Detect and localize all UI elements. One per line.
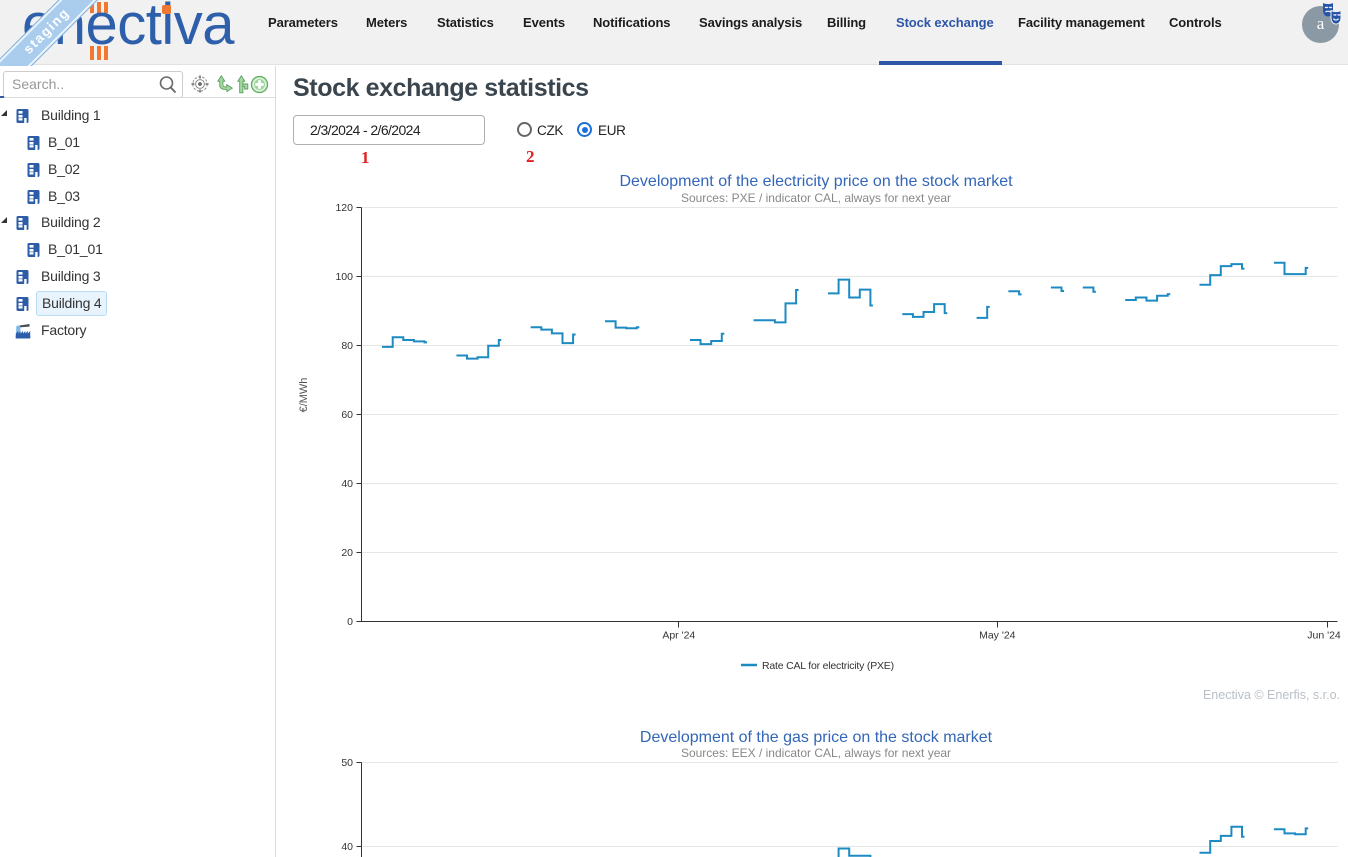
svg-text:20: 20 xyxy=(341,547,353,559)
svg-text:40: 40 xyxy=(341,478,353,490)
svg-text:0: 0 xyxy=(347,616,353,628)
svg-text:Enectiva © Enerfis, s.r.o.: Enectiva © Enerfis, s.r.o. xyxy=(1203,688,1340,702)
svg-text:May '24: May '24 xyxy=(979,630,1016,642)
svg-text:Development of the electricity: Development of the electricity price on … xyxy=(619,173,1013,190)
svg-text:40: 40 xyxy=(341,841,353,853)
svg-text:80: 80 xyxy=(341,340,353,352)
svg-text:Rate CAL for electricity (PXE): Rate CAL for electricity (PXE) xyxy=(762,660,894,672)
svg-text:120: 120 xyxy=(335,202,353,214)
svg-text:Apr '24: Apr '24 xyxy=(662,630,695,642)
svg-text:€/MWh: €/MWh xyxy=(298,378,310,413)
svg-text:Sources: PXE / indicator CAL,: Sources: PXE / indicator CAL, always for… xyxy=(681,191,951,205)
svg-text:100: 100 xyxy=(335,271,353,283)
svg-text:60: 60 xyxy=(341,409,353,421)
svg-text:50: 50 xyxy=(341,757,353,769)
svg-text:Development of the gas price o: Development of the gas price on the stoc… xyxy=(640,729,993,746)
svg-text:Jun '24: Jun '24 xyxy=(1307,630,1341,642)
svg-text:Sources: EEX / indicator CAL,: Sources: EEX / indicator CAL, always for… xyxy=(681,746,951,760)
